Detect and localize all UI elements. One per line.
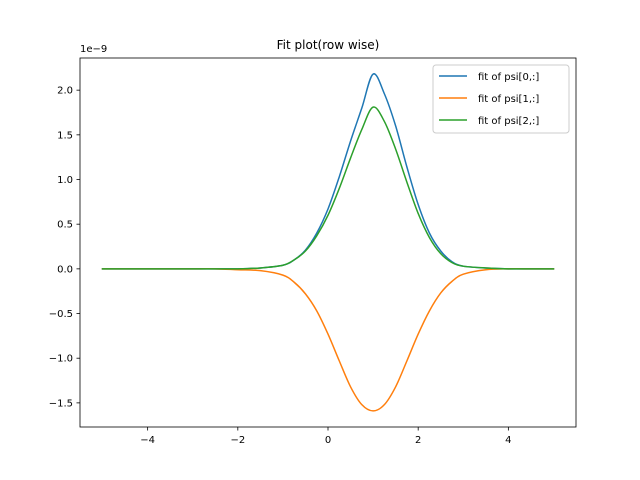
x-tick-label: −2 [230, 435, 245, 446]
legend-label-0: fit of psi[0,:] [478, 72, 539, 83]
y-tick-label: −1.0 [49, 354, 73, 365]
axes: −4 −2 0 2 4 −1.5 −1.0 −0.5 0.0 0.5 1.0 1.5 2.0 [49, 57, 577, 446]
y-offset-label: 1e−9 [80, 44, 107, 55]
y-tick-label: −1.5 [49, 398, 73, 409]
y-tick-label: 0.0 [57, 264, 73, 275]
y-tick-label: 1.5 [57, 130, 73, 141]
y-tick-label: 0.5 [57, 220, 73, 231]
y-tick-label: 2.0 [57, 86, 73, 97]
series-line-2 [101, 106, 555, 270]
chart-title: Fit plot(row wise) [277, 38, 380, 52]
plot-area [101, 73, 555, 412]
legend: fit of psi[0,:] fit of psi[1,:] fit of psi… [432, 64, 570, 134]
x-tick-label: 2 [415, 435, 421, 446]
x-tick-label: 4 [505, 435, 511, 446]
x-tick-label: 0 [325, 435, 331, 446]
legend-label-1: fit of psi[1,:] [478, 94, 539, 105]
x-tick-label: −4 [140, 435, 155, 446]
y-tick-label: −0.5 [49, 309, 73, 320]
legend-label-2: fit of psi[2,:] [478, 116, 539, 127]
legend-box [432, 64, 570, 134]
y-tick-label: 1.0 [57, 175, 73, 186]
